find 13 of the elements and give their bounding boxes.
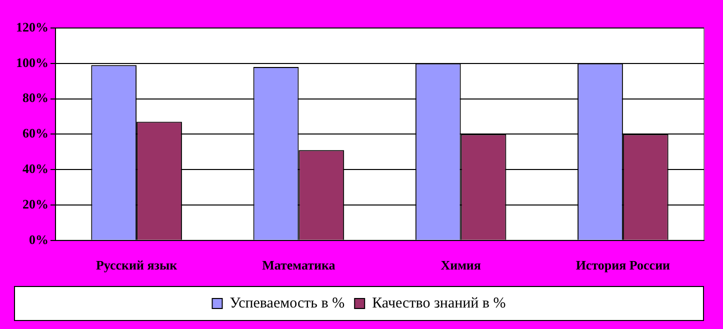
legend-label: Успеваемость в % [230,295,345,312]
y-tick-label: 120% [16,19,48,34]
y-tick-label: 20% [22,196,48,212]
y-tick-label: 80% [22,90,48,106]
x-tick-label: Химия [440,258,481,273]
y-tick-label: 60% [22,126,48,141]
y-tick-label: 40% [22,160,48,176]
y-tick-label: 100% [16,54,48,70]
x-tick-label: История России [576,258,671,273]
y-tick-label: 0% [29,232,48,247]
legend-label: Качество знаний в % [372,295,506,312]
x-tick-label: Русский язык [96,258,178,273]
x-tick-label: Математика [262,258,336,273]
